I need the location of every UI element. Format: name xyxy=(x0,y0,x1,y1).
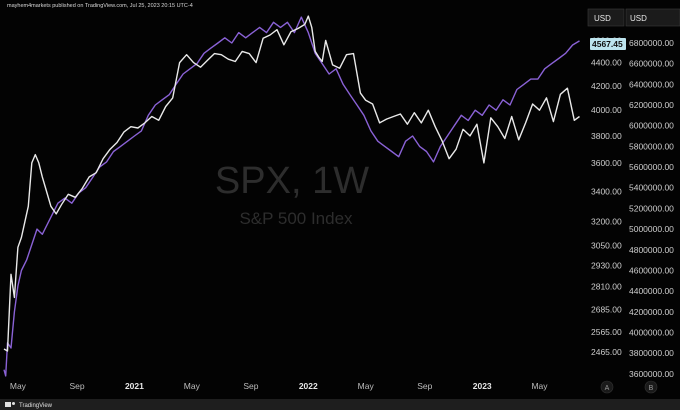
time-axis-tick: May xyxy=(184,381,201,391)
left-axis-tick: 2565.00 xyxy=(591,327,622,337)
left-axis-tick: 3050.00 xyxy=(591,241,622,251)
left-scale-currency-box[interactable] xyxy=(587,8,625,27)
left-scale-currency[interactable]: USD xyxy=(594,14,611,23)
left-axis-tick: 4000.00 xyxy=(591,105,622,115)
last-value-badge-box xyxy=(590,38,626,50)
time-axis-tick: Sep xyxy=(243,381,258,391)
time-axis-tick: 2022 xyxy=(299,381,318,391)
left-axis-tick: 2465.00 xyxy=(591,347,622,357)
left-axis-tick: 2685.00 xyxy=(591,304,622,314)
left-axis-tick: 3600.00 xyxy=(591,158,622,168)
left-axis-tick: 3400.00 xyxy=(591,186,622,196)
log-scale-label: B xyxy=(649,385,654,392)
time-axis-tick: 2023 xyxy=(473,381,492,391)
right-scale-currency-box[interactable] xyxy=(625,8,680,27)
auto-scale-button[interactable] xyxy=(600,380,614,394)
left-axis-tick: 3200.00 xyxy=(591,217,622,227)
right-axis-tick: 4600000.00 xyxy=(629,266,674,276)
log-scale-button[interactable] xyxy=(644,380,658,394)
time-axis-tick: Sep xyxy=(417,381,432,391)
right-axis-tick: 5400000.00 xyxy=(629,183,674,193)
right-axis-tick: 6800000.00 xyxy=(629,38,674,48)
series-line-comparison[interactable] xyxy=(3,16,580,377)
watermark-title: SPX, 1W xyxy=(215,160,369,202)
right-axis-tick: 6600000.00 xyxy=(629,59,674,69)
series-line-spx[interactable] xyxy=(3,15,580,352)
right-axis-tick: 3800000.00 xyxy=(629,348,674,358)
auto-scale-label: A xyxy=(605,385,610,392)
time-axis-tick: Sep xyxy=(69,381,84,391)
time-axis[interactable]: May Sep 2021 May Sep 2022 May Sep 2023 May xyxy=(10,381,548,391)
time-axis-tick: 2021 xyxy=(125,381,144,391)
last-value-badge: 4567.45 xyxy=(590,38,626,50)
tradingview-logo-icon[interactable] xyxy=(5,402,15,407)
last-value-label: 4567.45 xyxy=(592,39,623,49)
time-axis-tick: May xyxy=(10,381,27,391)
right-axis-tick: 4200000.00 xyxy=(629,307,674,317)
time-axis-tick: May xyxy=(531,381,548,391)
series-layer xyxy=(3,15,580,377)
right-axis-tick: 5600000.00 xyxy=(629,162,674,172)
left-axis-tick: 4400.00 xyxy=(591,58,622,68)
left-axis-tick: 3800.00 xyxy=(591,131,622,141)
attribution-text: mayhem4markets published on TradingView.… xyxy=(7,3,193,9)
time-axis-tick: May xyxy=(358,381,375,391)
right-axis-tick: 3600000.00 xyxy=(629,369,674,379)
watermark-subtitle: S&P 500 Index xyxy=(239,209,353,228)
footer-bar xyxy=(0,399,680,410)
right-axis-tick: 5200000.00 xyxy=(629,203,674,213)
left-axis-tick: 4200.00 xyxy=(591,81,622,91)
footer-brand[interactable]: TradingView xyxy=(19,403,53,409)
right-axis-tick: 5000000.00 xyxy=(629,224,674,234)
right-scale-currency[interactable]: USD xyxy=(630,14,647,23)
right-axis-tick: 4000000.00 xyxy=(629,328,674,338)
right-axis-tick: 6200000.00 xyxy=(629,100,674,110)
right-axis-tick: 6400000.00 xyxy=(629,79,674,89)
right-axis-tick: 4400000.00 xyxy=(629,286,674,296)
left-axis-tick: 2930.00 xyxy=(591,261,622,271)
right-axis-tick: 6000000.00 xyxy=(629,121,674,131)
left-axis-tick: 2810.00 xyxy=(591,282,622,292)
right-axis-tick: 5800000.00 xyxy=(629,141,674,151)
right-axis-tick: 4800000.00 xyxy=(629,245,674,255)
